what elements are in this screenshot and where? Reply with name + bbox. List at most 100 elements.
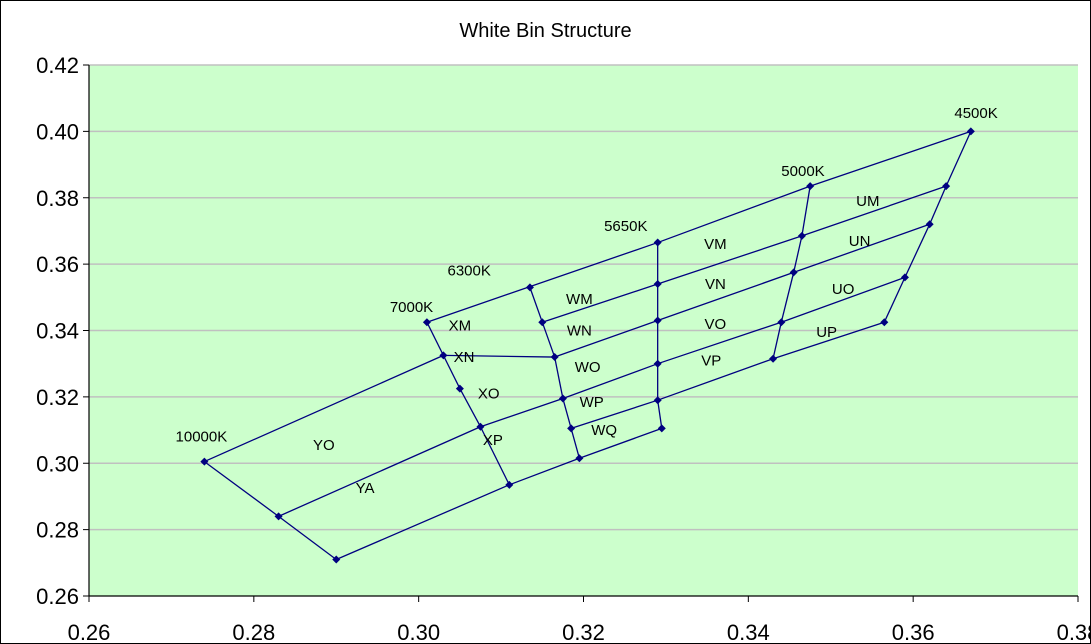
vertex-marker: [925, 220, 934, 229]
bin-boundary-line: [579, 427, 663, 459]
vertex-marker: [332, 555, 341, 564]
bin-label: UM: [856, 193, 879, 210]
y-tick-label: 0.32: [36, 385, 79, 410]
bin-label: YA: [356, 480, 375, 497]
bin-boundary-line: [793, 235, 803, 273]
vertex-marker: [558, 394, 567, 403]
bin-boundary-line: [929, 185, 947, 225]
bin-label: VN: [705, 276, 726, 293]
bin-boundary-line: [809, 130, 972, 187]
bin-label: XP: [483, 432, 503, 449]
vertex-marker: [797, 231, 806, 240]
bin-boundary-line: [442, 355, 461, 389]
bin-boundary-line: [801, 186, 811, 237]
bin-label: UO: [832, 281, 855, 298]
bin-boundary-line: [443, 354, 555, 358]
bin-label: XN: [454, 349, 475, 366]
bin-boundary-line: [570, 428, 581, 459]
bin-label: XO: [478, 386, 500, 403]
bin-boundary-line: [426, 241, 658, 323]
cct-label: 7000K: [390, 299, 433, 316]
bin-label: WN: [567, 322, 592, 339]
vertex-marker: [653, 280, 662, 289]
vertex-marker: [550, 353, 559, 362]
x-tick-label: 0.34: [727, 620, 770, 644]
bin-boundary-line: [780, 272, 795, 323]
bin-boundary-line: [278, 426, 481, 517]
bin-boundary-line: [772, 321, 885, 360]
bin-boundary-line: [529, 287, 543, 323]
cct-label: 5650K: [604, 218, 647, 235]
bin-boundary-line: [554, 356, 564, 399]
vertex-marker: [653, 359, 662, 368]
bin-boundary-line: [554, 319, 658, 358]
bin-label: UN: [849, 233, 871, 250]
chart-title: White Bin Structure: [459, 20, 632, 42]
bin-boundary-line: [426, 321, 444, 356]
cct-label: 4500K: [954, 105, 997, 122]
bin-label: WO: [575, 359, 601, 376]
bin-label: YO: [313, 437, 335, 454]
bin-boundary-line: [883, 277, 906, 323]
vertex-marker: [653, 316, 662, 325]
bin-boundary-line: [509, 457, 580, 486]
vertex-marker: [653, 238, 662, 247]
bin-boundary-line: [657, 358, 774, 401]
bin-boundary-line: [657, 185, 811, 244]
y-tick-label: 0.34: [36, 319, 79, 344]
bin-label: WQ: [591, 422, 617, 439]
vertex-marker: [942, 182, 951, 191]
y-tick-label: 0.42: [36, 53, 79, 78]
x-tick-label: 0.38: [1057, 620, 1091, 644]
bin-boundary-line: [793, 223, 930, 274]
y-tick-label: 0.30: [36, 451, 79, 476]
bin-boundary-line: [278, 515, 337, 561]
bin-label: WP: [580, 394, 604, 411]
bin-label: WM: [566, 291, 593, 308]
y-tick-label: 0.26: [36, 584, 79, 609]
bin-boundary-line: [657, 321, 782, 365]
vertex-marker: [575, 454, 584, 463]
bin-boundary-line: [479, 426, 510, 486]
bin-boundary-line: [562, 363, 658, 400]
cct-label: 5000K: [781, 163, 824, 180]
vertex-marker: [525, 283, 534, 292]
bin-boundary-line: [781, 276, 906, 323]
vertex-marker: [422, 318, 431, 327]
bin-boundary-line: [459, 388, 482, 428]
vertex-marker: [769, 354, 778, 363]
bin-label: XM: [449, 318, 472, 335]
x-tick-label: 0.30: [397, 620, 440, 644]
bin-boundary-line: [657, 400, 663, 429]
vertex-marker: [657, 424, 666, 433]
bin-label: VM: [704, 236, 727, 253]
bin-boundary-line: [904, 224, 931, 278]
bin-boundary-line: [570, 399, 658, 430]
bin-boundary-line: [657, 271, 794, 322]
vertex-marker: [880, 318, 889, 327]
cct-label: 10000K: [176, 429, 228, 446]
vertex-marker: [439, 351, 448, 360]
bin-boundary-line: [480, 397, 564, 428]
y-tick-label: 0.38: [36, 186, 79, 211]
vertex-marker: [505, 480, 514, 489]
bin-label: UP: [816, 324, 837, 341]
bin-boundary-line: [772, 322, 782, 359]
vertex-marker: [789, 268, 798, 277]
bin-boundary-line: [801, 185, 947, 237]
vertex-marker: [476, 422, 485, 431]
bin-boundary-line: [203, 461, 279, 517]
bin-boundary-line: [562, 398, 572, 429]
vertex-marker: [777, 318, 786, 327]
bin-boundary-line: [541, 321, 556, 358]
vertex-marker: [966, 127, 975, 136]
x-tick-label: 0.26: [68, 620, 111, 644]
bin-boundary-line: [335, 484, 510, 561]
x-tick-label: 0.28: [232, 620, 275, 644]
vertex-marker: [567, 424, 576, 433]
bin-boundary-line: [945, 131, 972, 187]
cct-label: 6300K: [448, 263, 491, 280]
bin-boundary-line: [657, 235, 803, 285]
vertex-marker: [538, 318, 547, 327]
